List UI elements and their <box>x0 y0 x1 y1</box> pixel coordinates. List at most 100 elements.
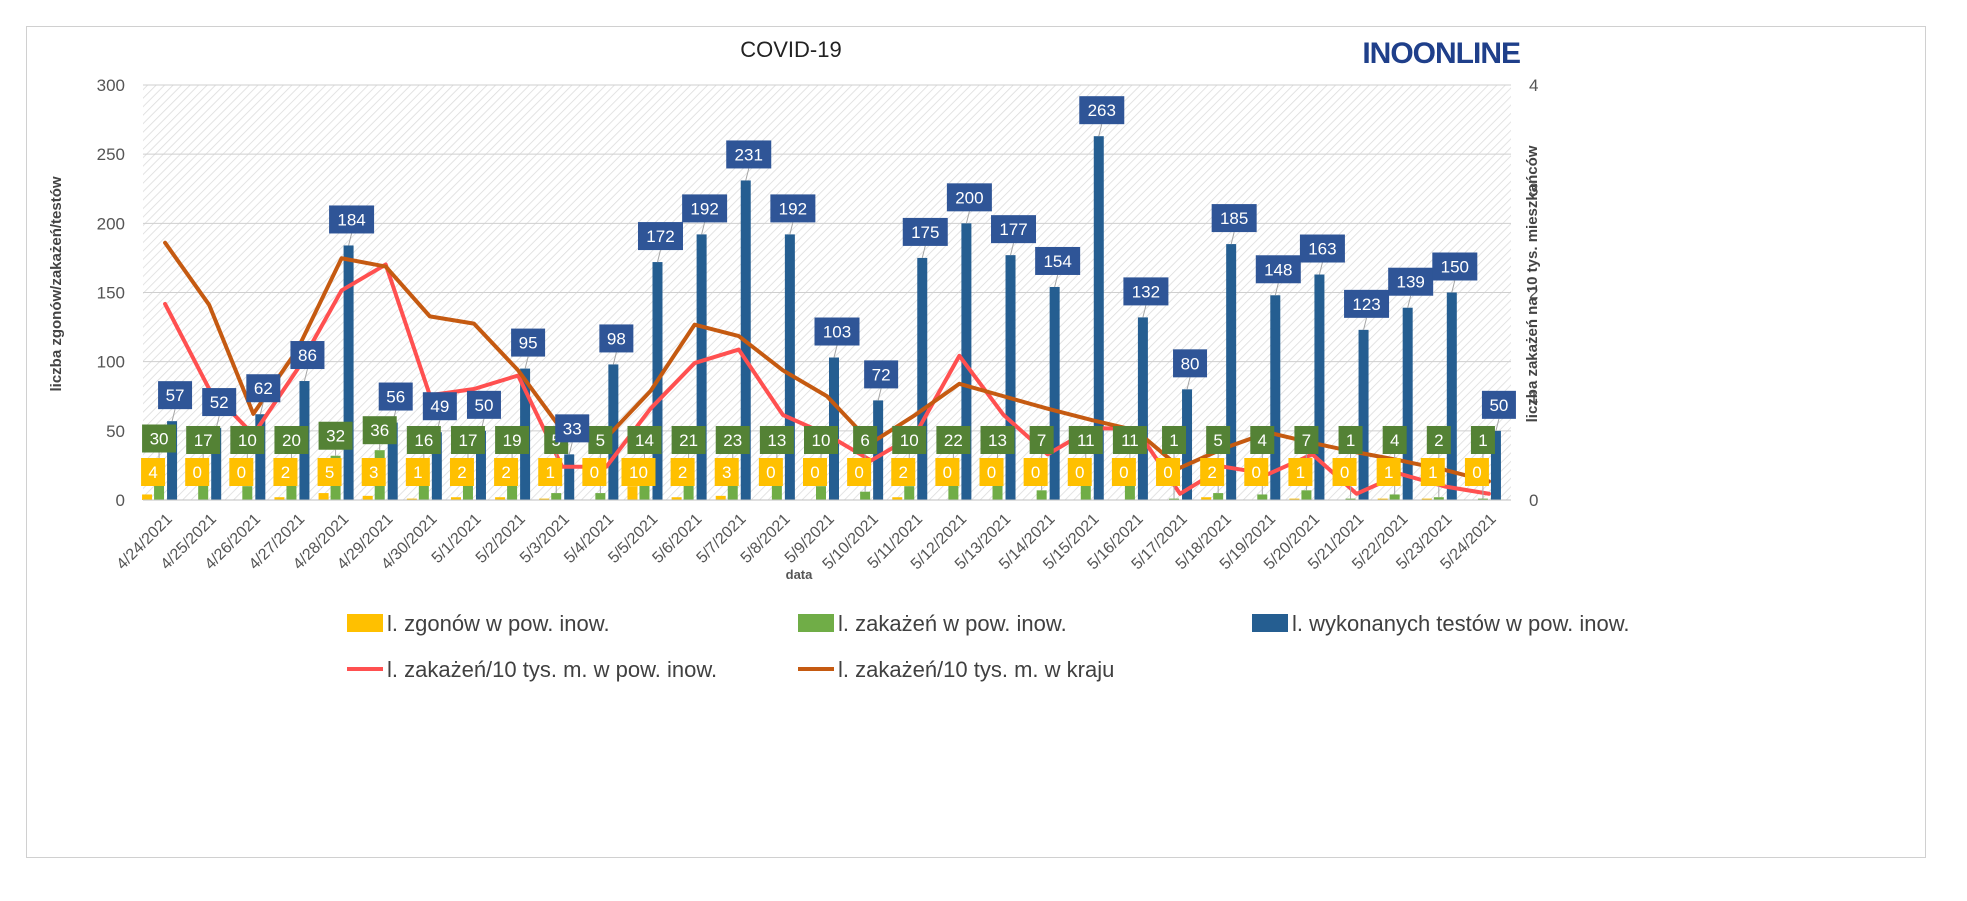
y2-tick-label: 0 <box>1529 491 1538 510</box>
data-label-box <box>1250 426 1275 454</box>
data-label: 62 <box>254 379 273 398</box>
leader-line <box>348 233 353 246</box>
data-label-box <box>1288 458 1313 486</box>
data-label: 3 <box>369 463 378 482</box>
leader-line <box>303 368 308 382</box>
data-label-box <box>362 416 397 445</box>
bar <box>255 414 266 500</box>
data-label-box <box>1156 458 1181 486</box>
data-label: 0 <box>192 463 201 482</box>
chart-title: COVID-19 <box>740 37 841 62</box>
leader-line <box>877 388 882 401</box>
bar <box>431 432 442 500</box>
data-label: 123 <box>1352 295 1380 314</box>
bar <box>1389 494 1400 500</box>
data-label: 184 <box>337 210 365 229</box>
data-label: 150 <box>1441 258 1469 277</box>
bar <box>904 486 915 500</box>
y-tick-label: 0 <box>116 491 125 510</box>
data-label-box <box>378 382 413 411</box>
data-label: 1 <box>1428 463 1437 482</box>
data-label: 17 <box>194 431 213 450</box>
bar <box>1169 498 1180 500</box>
data-label-box <box>511 328 546 357</box>
data-label: 20 <box>282 431 301 450</box>
data-label: 0 <box>590 463 599 482</box>
bar <box>1433 497 1444 500</box>
bar <box>343 245 354 500</box>
data-label: 52 <box>210 393 229 412</box>
data-label-box <box>1388 267 1434 296</box>
bar <box>595 493 606 500</box>
data-label-box <box>803 458 827 486</box>
bar <box>1314 274 1325 500</box>
data-label: 95 <box>519 334 538 353</box>
data-label-box <box>555 414 590 443</box>
data-label: 0 <box>810 463 819 482</box>
data-label: 72 <box>872 365 891 384</box>
data-label-box <box>582 458 607 486</box>
data-label-box <box>1382 426 1407 454</box>
data-label: 148 <box>1264 260 1292 279</box>
y2-tick-label: 4 <box>1529 76 1538 95</box>
data-label: 16 <box>414 431 433 450</box>
y-tick-label: 100 <box>97 353 125 372</box>
data-label: 6 <box>860 431 869 450</box>
data-label-box <box>450 426 485 454</box>
data-label: 5 <box>596 431 605 450</box>
data-label-box <box>290 341 325 370</box>
y2-tick-label: 1 <box>1529 387 1538 406</box>
data-label: 10 <box>900 431 919 450</box>
data-label: 21 <box>679 431 698 450</box>
legend: l. zgonów w pow. inow. l. zakażeń w pow. … <box>347 611 1630 682</box>
data-label: 154 <box>1043 252 1071 271</box>
data-label-box <box>1112 426 1147 454</box>
y2-tick-label: 2 <box>1529 284 1538 303</box>
data-label-box <box>1481 390 1516 419</box>
data-label-box <box>770 194 816 223</box>
bar <box>406 498 417 500</box>
data-label: 0 <box>1472 463 1481 482</box>
data-label: 0 <box>943 463 952 482</box>
data-label-box <box>1332 458 1357 486</box>
data-label-box <box>621 458 656 486</box>
data-label: 7 <box>1302 431 1311 450</box>
data-label-box <box>1432 252 1478 281</box>
leader-line <box>1010 243 1015 256</box>
data-label: 0 <box>1252 463 1261 482</box>
bar <box>551 493 562 500</box>
bar <box>873 400 884 500</box>
bar <box>475 430 486 500</box>
data-label-box <box>714 458 739 486</box>
data-label-box <box>1023 458 1048 486</box>
leader-line <box>1142 305 1147 318</box>
data-label: 1 <box>1478 431 1487 450</box>
data-label: 139 <box>1396 273 1424 292</box>
leader-line <box>1274 283 1279 296</box>
brand-logo: INOONLINE <box>1362 37 1521 70</box>
data-label: 2 <box>1434 431 1443 450</box>
data-label-box <box>682 194 728 223</box>
data-label: 11 <box>1121 431 1139 450</box>
bar <box>715 495 726 500</box>
data-label: 23 <box>723 431 742 450</box>
data-label: 263 <box>1088 101 1116 120</box>
data-label-box <box>158 381 193 410</box>
leader-line <box>656 249 661 263</box>
bar <box>1421 498 1432 500</box>
data-label: 80 <box>1181 354 1200 373</box>
bar <box>211 428 222 500</box>
data-label: 2 <box>1207 463 1216 482</box>
data-label-box <box>1294 426 1319 454</box>
leader-line <box>171 409 176 422</box>
bar <box>1213 493 1224 500</box>
data-label-box <box>466 390 501 419</box>
leader-line <box>568 442 573 455</box>
data-label-box <box>1173 349 1208 378</box>
data-label-box <box>1244 458 1269 486</box>
data-label: 192 <box>690 199 718 218</box>
data-label-box <box>599 324 634 353</box>
y2-tick-label: 3 <box>1529 180 1538 199</box>
leader-line <box>1098 124 1103 137</box>
bar <box>142 494 153 500</box>
